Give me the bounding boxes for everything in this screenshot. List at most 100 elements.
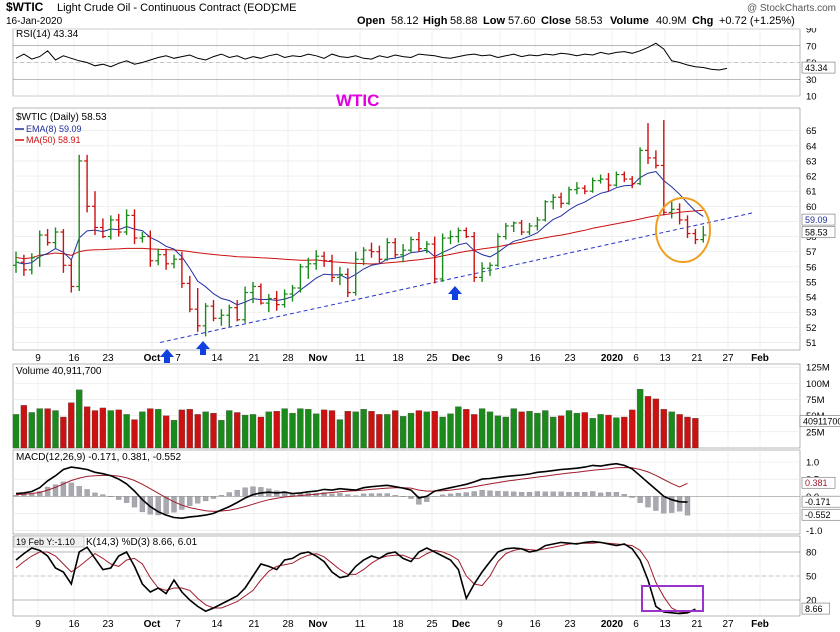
legend-ma-label: MA(50) 58.91 bbox=[26, 135, 81, 145]
volume-bar bbox=[131, 419, 138, 449]
volume-bar bbox=[83, 406, 91, 449]
macd-value-badge: -0.171 bbox=[805, 497, 831, 507]
y-tick-label: 54 bbox=[806, 293, 817, 304]
high-value: 58.88 bbox=[450, 15, 478, 27]
y-tick-label: 25M bbox=[806, 427, 825, 438]
volume-bar bbox=[139, 411, 146, 449]
x-axis-bottom: 9 16 23 Oct 7 14 21 28 Nov 11 18 25 Dec 9 16 23 2020 6 13 2… bbox=[35, 619, 769, 630]
stoch-value-badge-bg bbox=[801, 602, 830, 615]
macd-signal-badge: 0.381 bbox=[805, 478, 828, 488]
volume-bar bbox=[336, 419, 344, 449]
macd-histogram-bar bbox=[21, 494, 27, 497]
volume-bar bbox=[392, 410, 399, 449]
x-tick-label: 2020 bbox=[601, 353, 624, 364]
x-tick-label: 21 bbox=[248, 619, 260, 630]
volume-bar bbox=[241, 414, 249, 449]
x-tick-label: 27 bbox=[722, 353, 734, 364]
volume-bar bbox=[676, 414, 683, 449]
macd-histogram-bar bbox=[234, 489, 240, 497]
y-tick-label: 63 bbox=[806, 156, 817, 167]
volume-bar bbox=[486, 411, 494, 449]
volume-bar bbox=[597, 414, 604, 449]
macd-histogram-bar bbox=[676, 496, 683, 512]
macd-histogram-bar bbox=[597, 492, 604, 497]
volume-bar bbox=[305, 409, 312, 449]
macd-histogram-bar bbox=[242, 487, 248, 497]
y-tick-label: -1.0 bbox=[806, 526, 822, 537]
arrow-up-icon bbox=[196, 341, 210, 355]
macd-signal-badge-bg bbox=[801, 476, 836, 489]
volume-bar bbox=[684, 416, 691, 449]
volume-bar bbox=[668, 411, 675, 449]
stoch-title: K(14,3) %D(3) 8.66, 6.01 bbox=[86, 537, 198, 548]
volume-bar bbox=[28, 412, 35, 449]
rsi-line bbox=[15, 42, 728, 71]
macd-histogram-bar bbox=[669, 496, 675, 513]
x-tick-label: 11 bbox=[355, 353, 366, 364]
chg-value: +0.72 (+1.25%) bbox=[719, 15, 795, 27]
exchange-label: CME bbox=[272, 2, 296, 14]
volume-bar bbox=[439, 416, 446, 449]
macd-histogram-bar bbox=[558, 491, 564, 497]
rsi-value-badge-bg bbox=[801, 61, 836, 74]
close-value: 58.53 bbox=[575, 15, 603, 27]
x-tick-label: 25 bbox=[426, 619, 438, 630]
tooltip-text: 19 Feb Y:-1.10 bbox=[16, 537, 75, 547]
macd-histogram-bar bbox=[550, 491, 556, 497]
macd-histogram-bar bbox=[187, 496, 193, 506]
macd-histogram-bar bbox=[542, 491, 548, 497]
volume-title: Volume 40,911,700 bbox=[16, 366, 102, 377]
x-tick-label: 23 bbox=[102, 353, 114, 364]
volume-bar bbox=[218, 420, 225, 449]
macd-histogram-bar bbox=[29, 494, 35, 497]
macd-histogram-bar bbox=[439, 494, 446, 497]
volume-bar bbox=[376, 414, 383, 449]
macd-histogram-bar bbox=[637, 496, 643, 503]
instrument-name: Light Crude Oil - Continuous Contract (E… bbox=[57, 2, 275, 14]
macd-histogram-bar bbox=[100, 494, 106, 497]
macd-histogram-bar bbox=[226, 492, 232, 497]
x-tick-label: 16 bbox=[529, 353, 541, 364]
macd-hist-badge: -0.552 bbox=[805, 510, 831, 520]
volume-bar bbox=[431, 411, 438, 449]
macd-histogram-bar bbox=[629, 496, 635, 498]
macd-histogram-bar bbox=[479, 489, 485, 497]
volume-bar bbox=[613, 417, 620, 449]
volume-bar bbox=[60, 416, 67, 449]
x-tick-label: 9 bbox=[35, 619, 41, 630]
macd-histogram-bar bbox=[84, 489, 90, 497]
stock-chart[interactable]: 90 70 50 30 10 43.34 RSI(14) 43.34 65 64 63 62 6… bbox=[0, 28, 840, 632]
volume-bar bbox=[178, 409, 186, 449]
macd-histogram-bar bbox=[123, 496, 130, 503]
y-tick-label: 61 bbox=[806, 187, 817, 198]
volume-bar bbox=[202, 411, 209, 449]
macd-histogram-bar bbox=[613, 492, 620, 497]
macd-title: MACD(12,26,9) -0.171, 0.381, -0.552 bbox=[16, 452, 182, 463]
volume-bar bbox=[12, 414, 20, 449]
y-tick-label: 1.0 bbox=[806, 458, 819, 469]
y-tick-label: 53 bbox=[806, 308, 817, 319]
volume-bar bbox=[581, 412, 588, 449]
volume-bar bbox=[99, 407, 107, 449]
y-tick-label: 90 bbox=[806, 28, 817, 36]
x-tick-label: 7 bbox=[175, 353, 181, 364]
volume-bar bbox=[526, 411, 533, 449]
arrow-up-icon bbox=[448, 286, 462, 300]
macd-signal-line bbox=[15, 466, 688, 512]
volume-bar bbox=[344, 411, 351, 449]
price-title: $WTIC (Daily) 58.53 bbox=[16, 112, 107, 123]
price-panel: 656463626160595857565554535251 59.0958.5… bbox=[12, 91, 836, 363]
macd-histogram-bar bbox=[368, 493, 375, 497]
volume-bar bbox=[186, 409, 193, 449]
macd-histogram-bar bbox=[511, 491, 517, 497]
low-value: 57.60 bbox=[508, 15, 536, 27]
volume-bar bbox=[44, 408, 51, 449]
close-value-badge: 58.53 bbox=[805, 228, 828, 238]
macd-histogram-bar bbox=[250, 486, 256, 497]
annotation-box bbox=[641, 585, 704, 612]
x-tick-label: 21 bbox=[691, 353, 703, 364]
macd-histogram-bar bbox=[60, 481, 67, 497]
x-tick-label: 16 bbox=[68, 353, 80, 364]
macd-histogram-bar bbox=[258, 487, 264, 497]
macd-histogram-bar bbox=[44, 486, 51, 497]
